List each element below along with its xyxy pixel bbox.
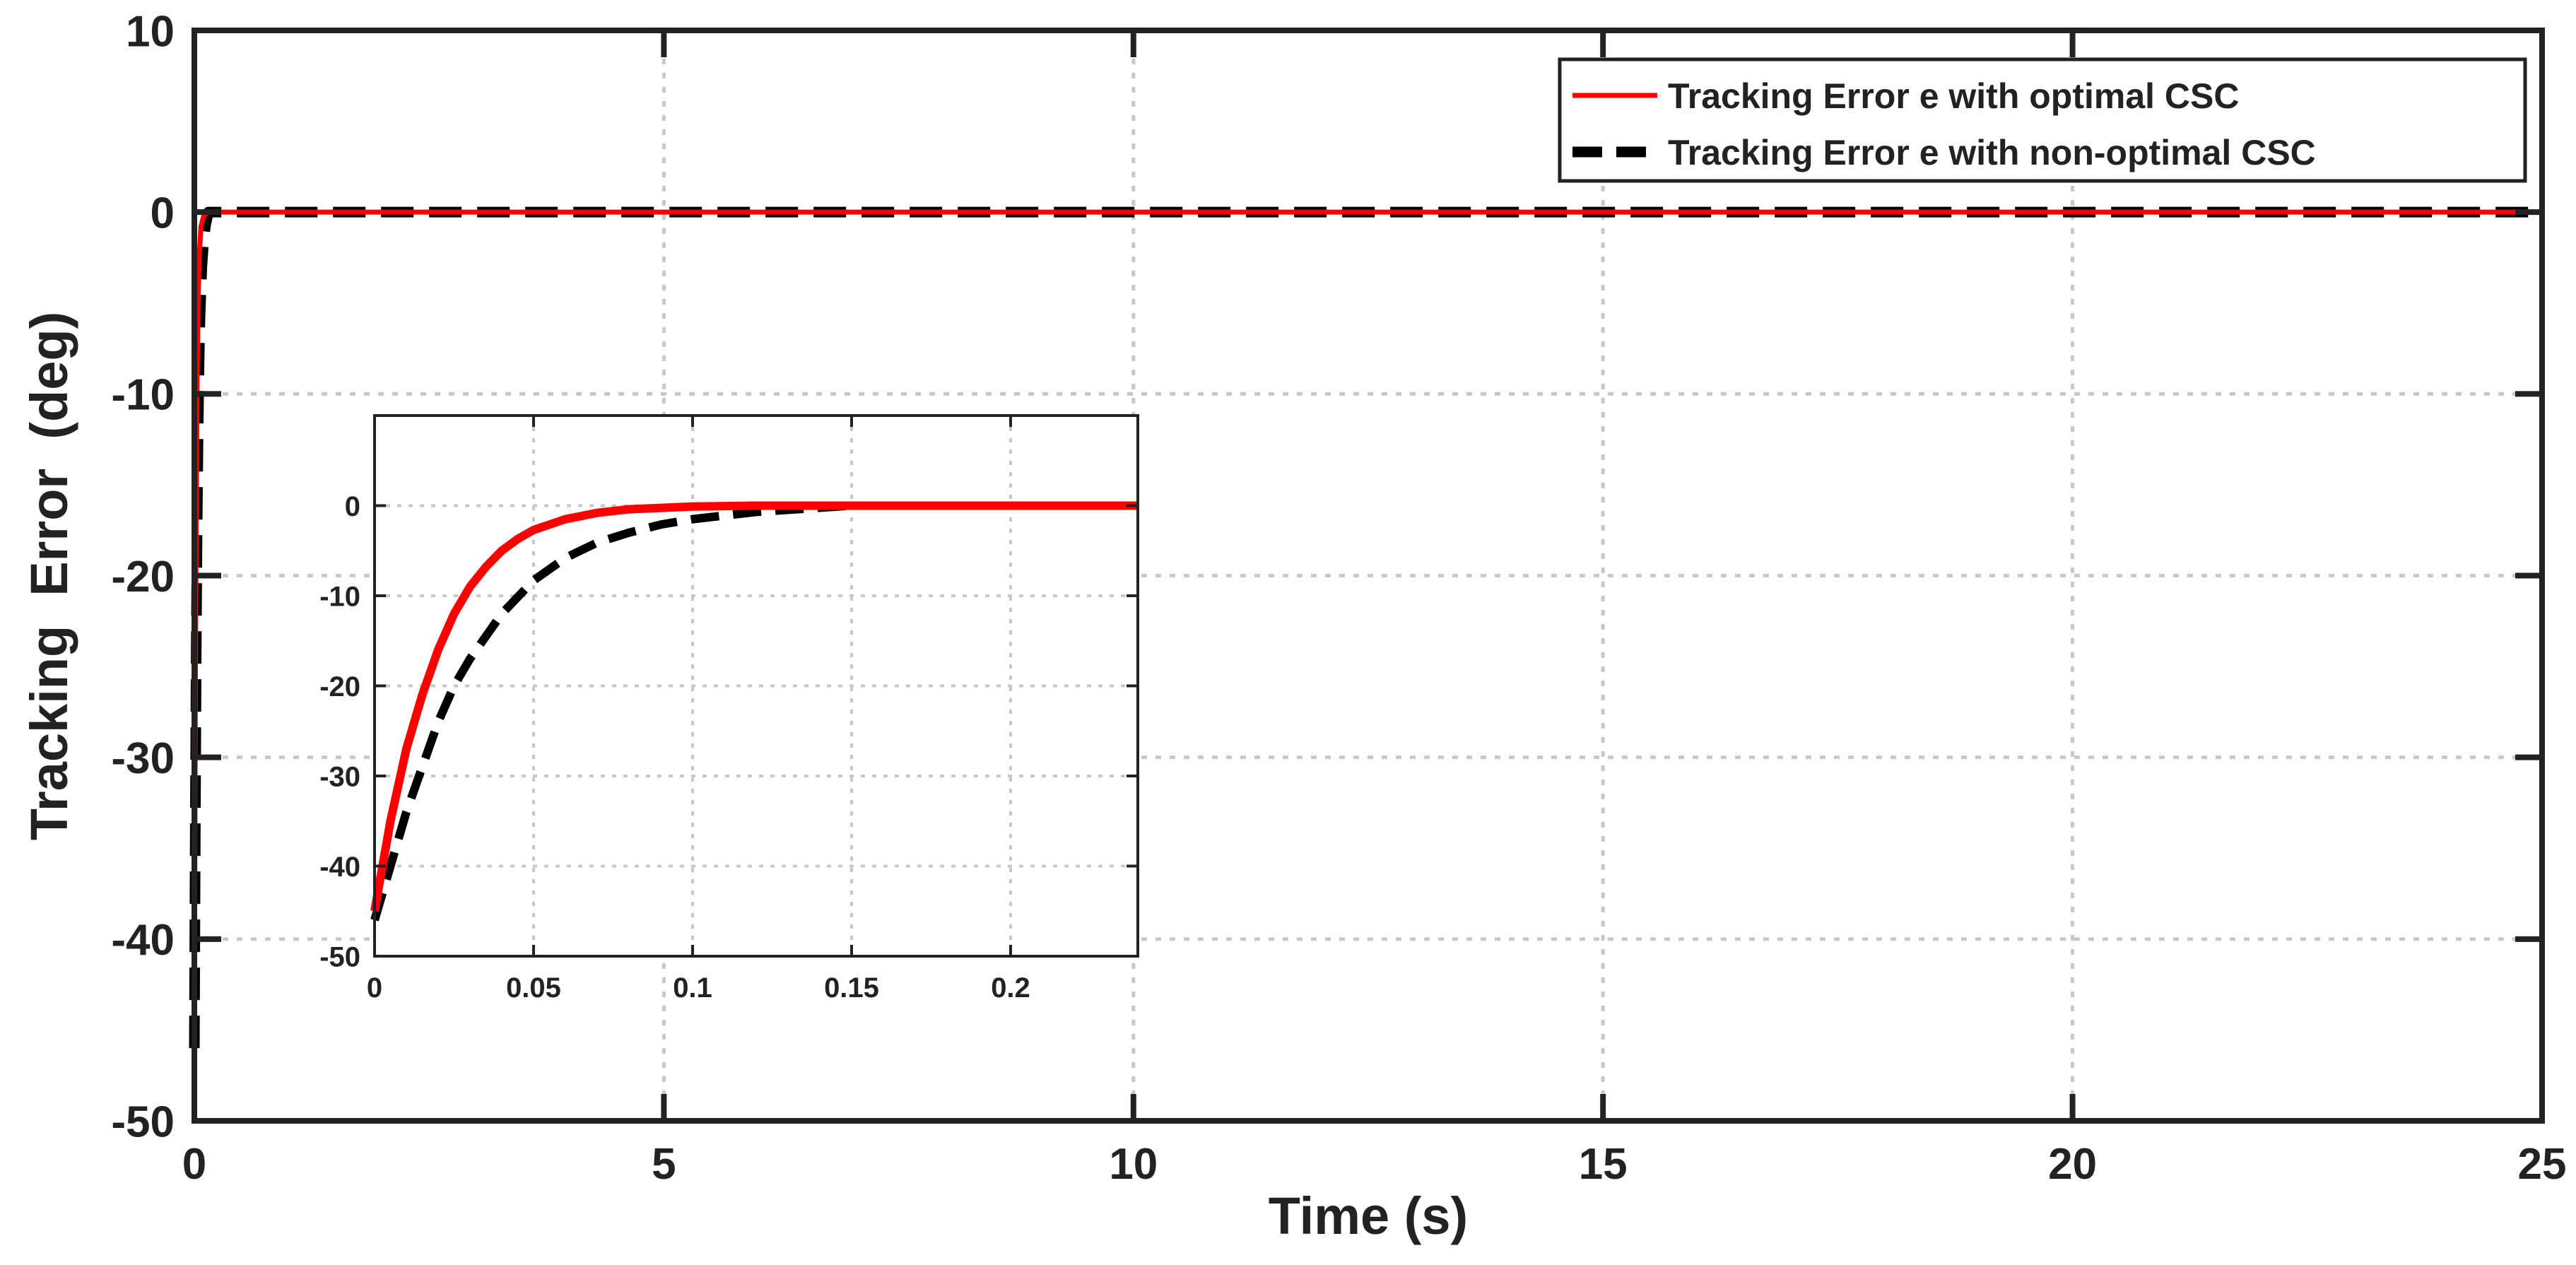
main-x-tick-labels: 0 5 10 15 20 25: [182, 1140, 2567, 1189]
inset-series-line-non-optimal: [370, 501, 1138, 922]
inset-y-tick-label: -40: [319, 852, 360, 883]
inset-y-tick-label: 0: [345, 491, 360, 522]
inset-x-tick-label: 0.1: [673, 972, 712, 1004]
main-y-tick-label: 0: [151, 189, 175, 237]
legend-box: [1558, 57, 2527, 183]
inset-series-line-optimal: [370, 501, 1138, 912]
inset-x-tick-label: 0.2: [991, 972, 1030, 1004]
inset-x-tick-label: 0.15: [824, 972, 879, 1004]
inset-x-tick-label: 0.05: [506, 972, 561, 1004]
main-tick-marks: [192, 28, 2545, 1124]
main-y-tick-label: -10: [111, 371, 175, 420]
main-y-tick-label: 10: [126, 7, 175, 56]
inset-x-tick-labels: 0 0.05 0.1 0.15 0.2: [367, 972, 1030, 1004]
inset-y-tick-label: -50: [319, 941, 360, 972]
inset-y-tick-label: -10: [319, 581, 360, 612]
inset-x-tick-label: 0: [367, 972, 382, 1004]
inset-y-tick-label: -30: [319, 761, 360, 792]
main-x-tick-label: 20: [2048, 1140, 2097, 1189]
inset-series-lines: [370, 501, 1138, 922]
main-x-tick-label: 0: [182, 1140, 206, 1189]
inset-tick-marks: [373, 416, 1138, 958]
inset-y-tick-labels: -50 -40 -30 -20 -10 0: [319, 491, 360, 973]
main-x-tick-label: 25: [2518, 1140, 2567, 1189]
main-x-tick-label: 10: [1109, 1140, 1158, 1189]
main-y-tick-label: -20: [111, 553, 175, 601]
main-y-tick-labels: -50 -40 -30 -20 -10 0 10: [111, 7, 175, 1146]
main-x-tick-label: 15: [1579, 1140, 1628, 1189]
main-x-tick-label: 5: [652, 1140, 676, 1189]
y-axis-label: Tracking Error (deg): [20, 312, 78, 840]
main-y-tick-label: -50: [111, 1098, 175, 1146]
main-y-tick-label: -30: [111, 734, 175, 783]
legend-label-optimal: Tracking Error e with optimal CSC: [1668, 76, 2240, 116]
x-axis-label: Time (s): [1269, 1187, 1468, 1245]
legend: Tracking Error e with optimal CSC Tracki…: [1558, 57, 2527, 183]
inset-y-tick-label: -20: [319, 671, 360, 702]
legend-label-non-optimal: Tracking Error e with non-optimal CSC: [1668, 133, 2316, 172]
main-y-tick-label: -40: [111, 916, 175, 965]
